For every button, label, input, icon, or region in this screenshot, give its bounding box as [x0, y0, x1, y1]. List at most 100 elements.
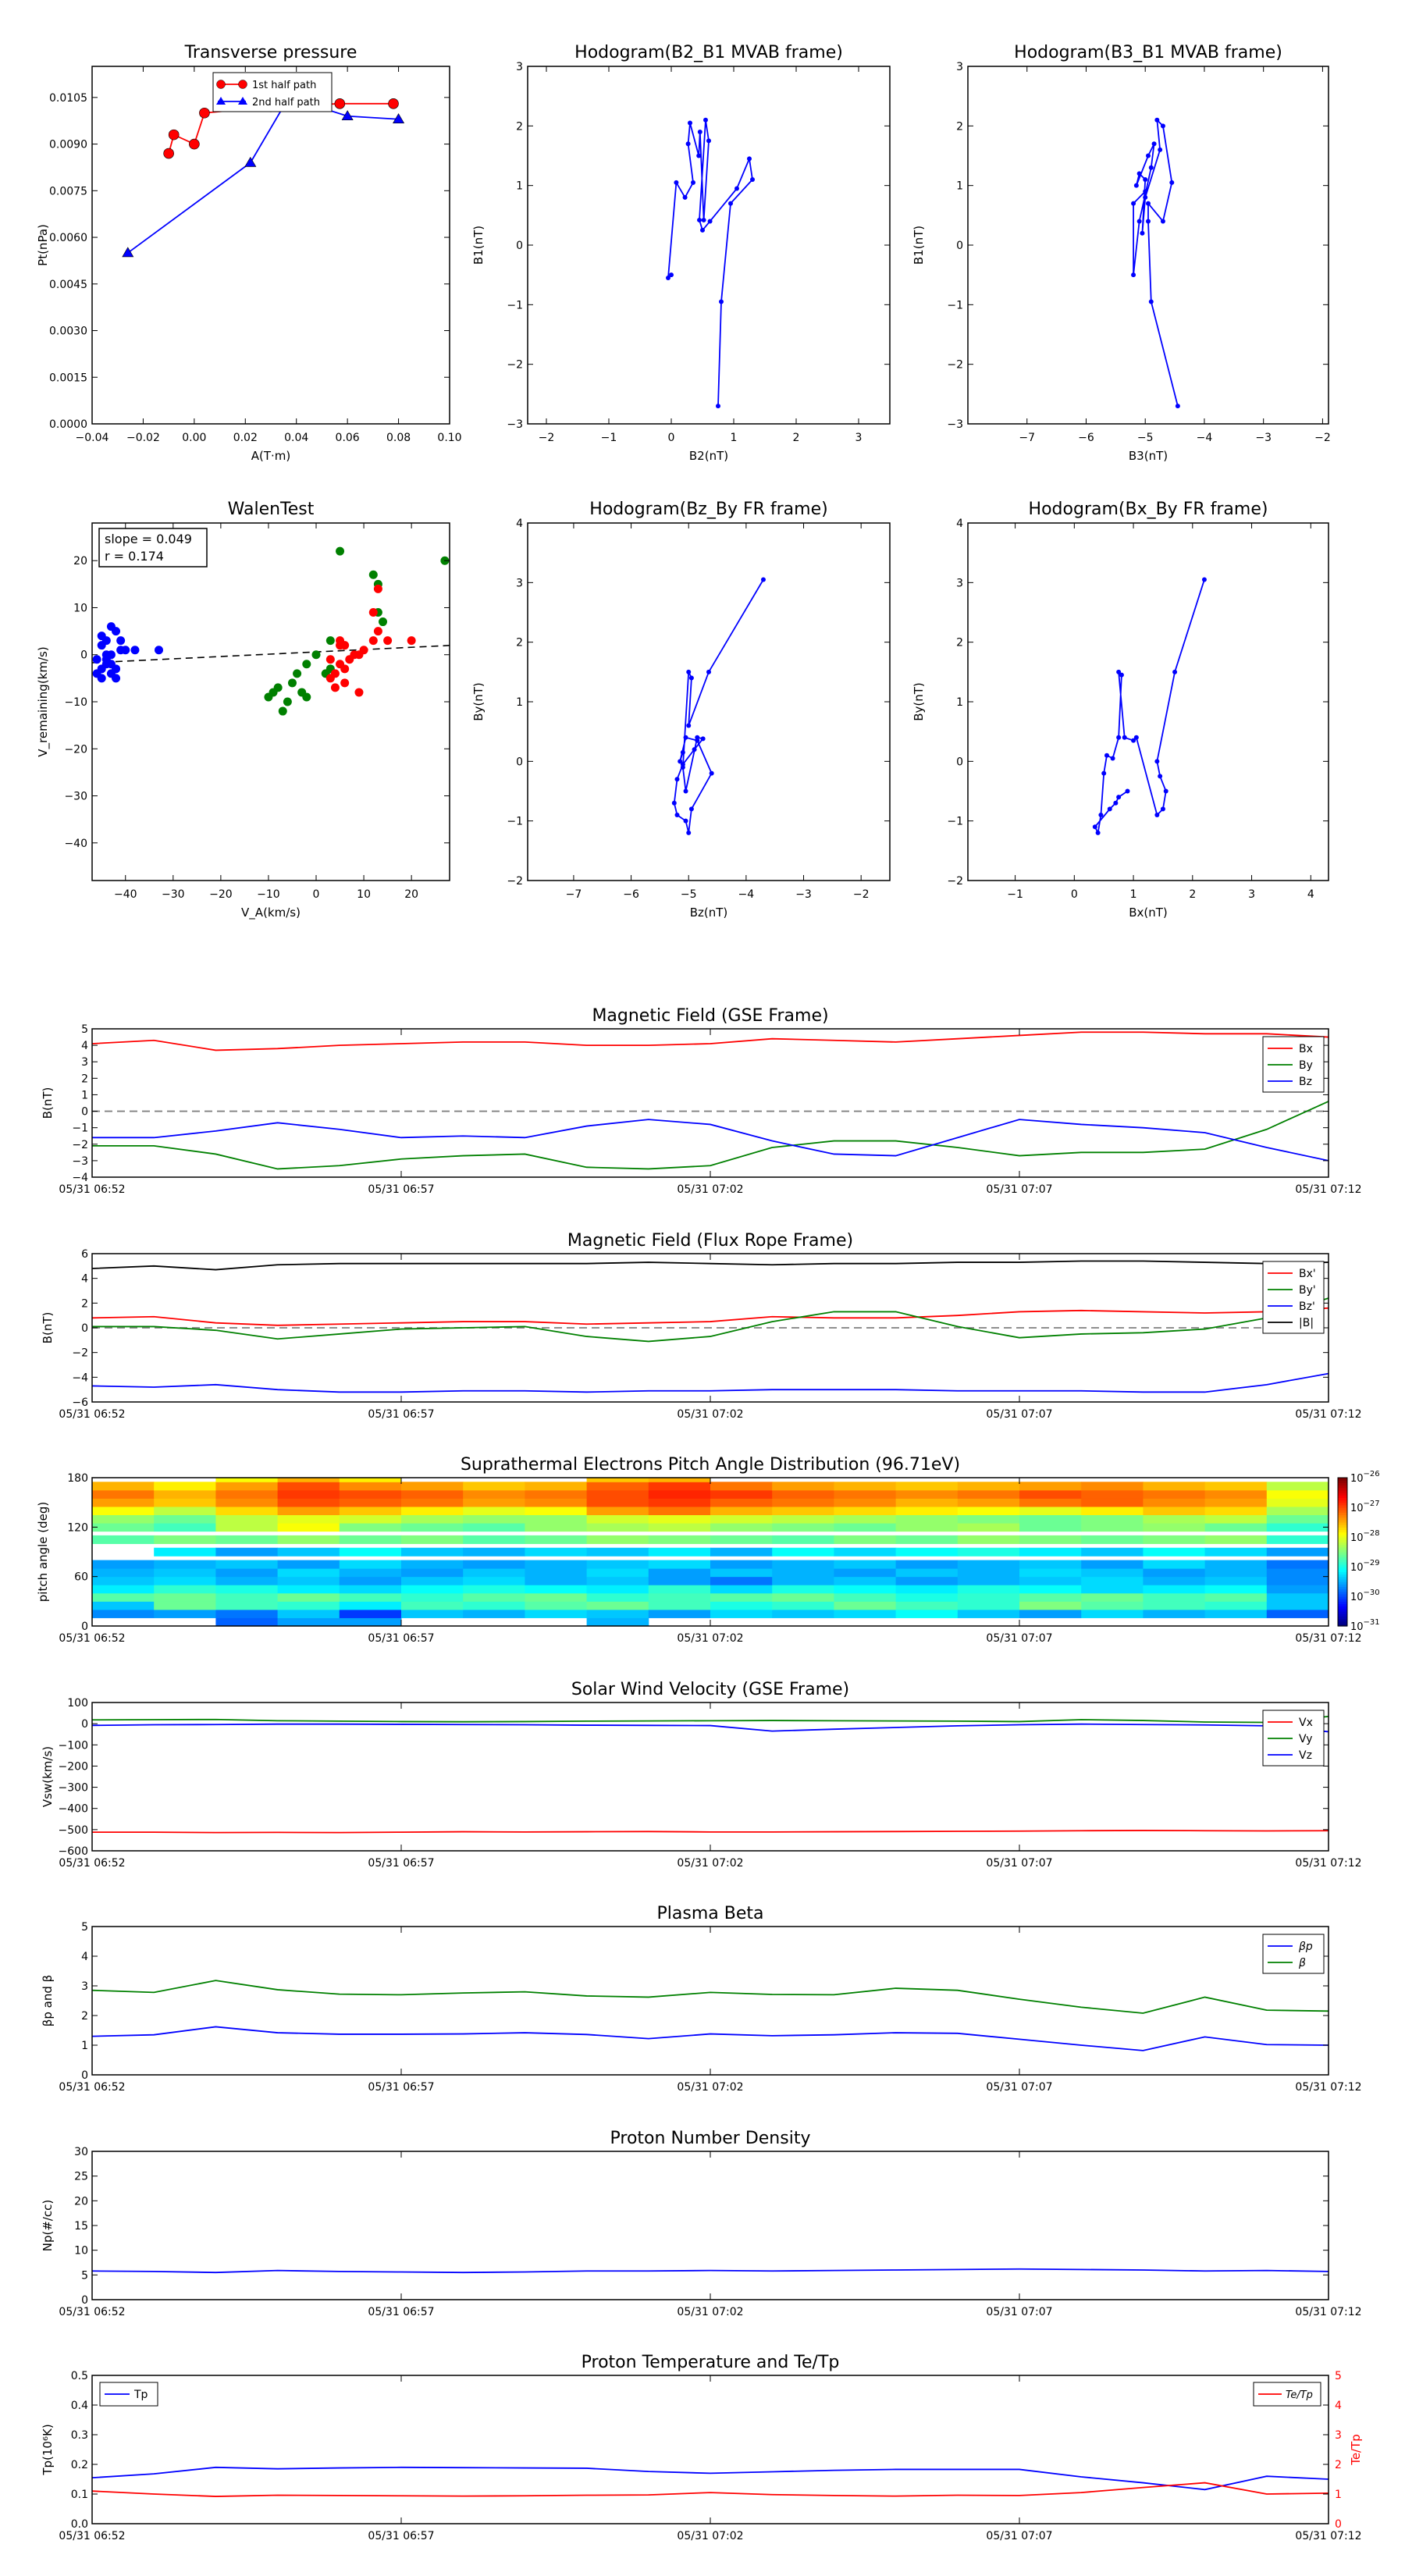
heat-cell — [339, 1568, 402, 1578]
y-tick-label: 2 — [81, 2010, 88, 2023]
data-point — [1154, 759, 1160, 764]
colorbar-segment — [1338, 1589, 1347, 1592]
y-tick-label: 15 — [74, 2220, 88, 2233]
chart-hxy: −1 0 1 2 3 4 −2 −1 0 1 2 3 4 Hodogram(Bx_By FR frame)… — [912, 500, 1329, 920]
data-point — [1146, 201, 1151, 206]
heat-cell — [1081, 1523, 1144, 1532]
legend: βp β — [1262, 1934, 1325, 1974]
heat-cell — [1143, 1609, 1206, 1618]
heat-cell — [277, 1609, 340, 1618]
colorbar-segment — [1338, 1502, 1347, 1506]
time-tick-label: 05/31 06:52 — [59, 1408, 125, 1421]
heat-cell — [154, 1482, 216, 1491]
heat-cell — [277, 1478, 340, 1482]
time-tick-label: 05/31 07:12 — [1295, 1857, 1361, 1870]
x-tick-label: 4 — [1307, 888, 1314, 901]
chart-vsw: 05/31 06:52 05/31 06:57 05/31 07:02 05/31 0… — [41, 1680, 1362, 1870]
data-point — [373, 584, 382, 593]
heat-cell — [154, 1601, 216, 1610]
heat-cell — [401, 1547, 464, 1557]
heat-cell — [710, 1592, 773, 1602]
data-point — [1143, 194, 1148, 200]
heat-cell — [586, 1568, 649, 1578]
x-tick-label: −1 — [601, 432, 617, 444]
data-point — [683, 818, 688, 824]
data-point — [1122, 735, 1127, 740]
plot-frame — [91, 2151, 1329, 2300]
data-point — [692, 747, 697, 753]
plot-area — [92, 546, 450, 716]
data-point — [1136, 219, 1142, 224]
colorbar-segment — [1338, 1529, 1347, 1533]
heat-cell — [895, 1609, 959, 1618]
data-point — [1110, 756, 1115, 761]
heat-cell — [648, 1482, 711, 1491]
heat-cell — [1204, 1514, 1268, 1524]
heat-cell — [1019, 1535, 1082, 1544]
heat-cell — [92, 1568, 155, 1578]
heat-cell — [401, 1482, 464, 1491]
legend-label: 2nd half path — [252, 97, 320, 109]
heat-cell — [772, 1535, 834, 1544]
heat-cell — [648, 1560, 711, 1569]
heat-cell — [772, 1576, 834, 1585]
heat-cell — [1266, 1601, 1329, 1610]
heat-cell — [772, 1514, 834, 1524]
heat-cell — [1204, 1506, 1268, 1515]
colorbar-frame — [1337, 1477, 1348, 1627]
heat-cell — [525, 1560, 588, 1569]
time-tick-label: 05/31 07:02 — [677, 2081, 743, 2094]
heat-cell — [1019, 1514, 1082, 1524]
heat-cell — [772, 1568, 834, 1578]
y-axis-label: Pt(nPa) — [36, 224, 50, 266]
data-point — [1113, 800, 1119, 806]
time-tick-label: 05/31 07:07 — [986, 1632, 1052, 1645]
heat-cell — [1081, 1547, 1144, 1557]
heat-cell — [895, 1601, 959, 1610]
data-point — [700, 227, 705, 233]
heat-cell — [710, 1560, 773, 1569]
series-line-By — [92, 1101, 1329, 1170]
heat-cell — [586, 1498, 649, 1507]
colorbar-segment — [1338, 1611, 1347, 1614]
series-line-Bx — [91, 1031, 1329, 1051]
heat-cell — [895, 1535, 959, 1544]
heat-cell — [1204, 1560, 1268, 1569]
heat-cell — [463, 1547, 525, 1557]
heat-cell — [525, 1535, 588, 1544]
heat-cell — [648, 1506, 711, 1515]
data-point — [706, 669, 711, 674]
plot-frame — [527, 66, 891, 425]
heat-cell — [401, 1601, 464, 1610]
heat-cell — [339, 1535, 402, 1544]
data-point — [682, 194, 688, 200]
heat-cell — [772, 1592, 834, 1602]
data-point — [97, 674, 106, 683]
r-text: r = 0.174 — [105, 549, 164, 564]
heat-cell — [648, 1489, 711, 1499]
legend-label: By — [1299, 1059, 1313, 1072]
heat-cell — [277, 1506, 340, 1515]
legend-marker — [216, 97, 226, 105]
heat-cell — [1019, 1506, 1082, 1515]
heat-cell — [215, 1489, 279, 1499]
series-line-Vx — [92, 1830, 1329, 1834]
x-tick-label: −0.02 — [126, 432, 160, 444]
x-tick-label: −3 — [795, 888, 812, 901]
x-tick-label: −1 — [1007, 888, 1023, 901]
series-line-βp — [91, 2026, 1329, 2051]
plot-frame — [91, 1028, 1329, 1178]
data-point — [1201, 577, 1207, 582]
heat-cell — [525, 1585, 588, 1594]
time-tick-label: 05/31 07:07 — [986, 1183, 1052, 1196]
heat-cell — [1081, 1489, 1144, 1499]
data-point — [297, 688, 307, 697]
legend-marker — [238, 80, 247, 89]
heat-cell — [586, 1514, 649, 1524]
heat-cell — [277, 1489, 340, 1499]
heat-cell — [339, 1523, 402, 1532]
y-tick-label: −20 — [64, 743, 87, 756]
y-tick-label: −2 — [947, 875, 963, 888]
heat-cell — [1081, 1585, 1144, 1594]
